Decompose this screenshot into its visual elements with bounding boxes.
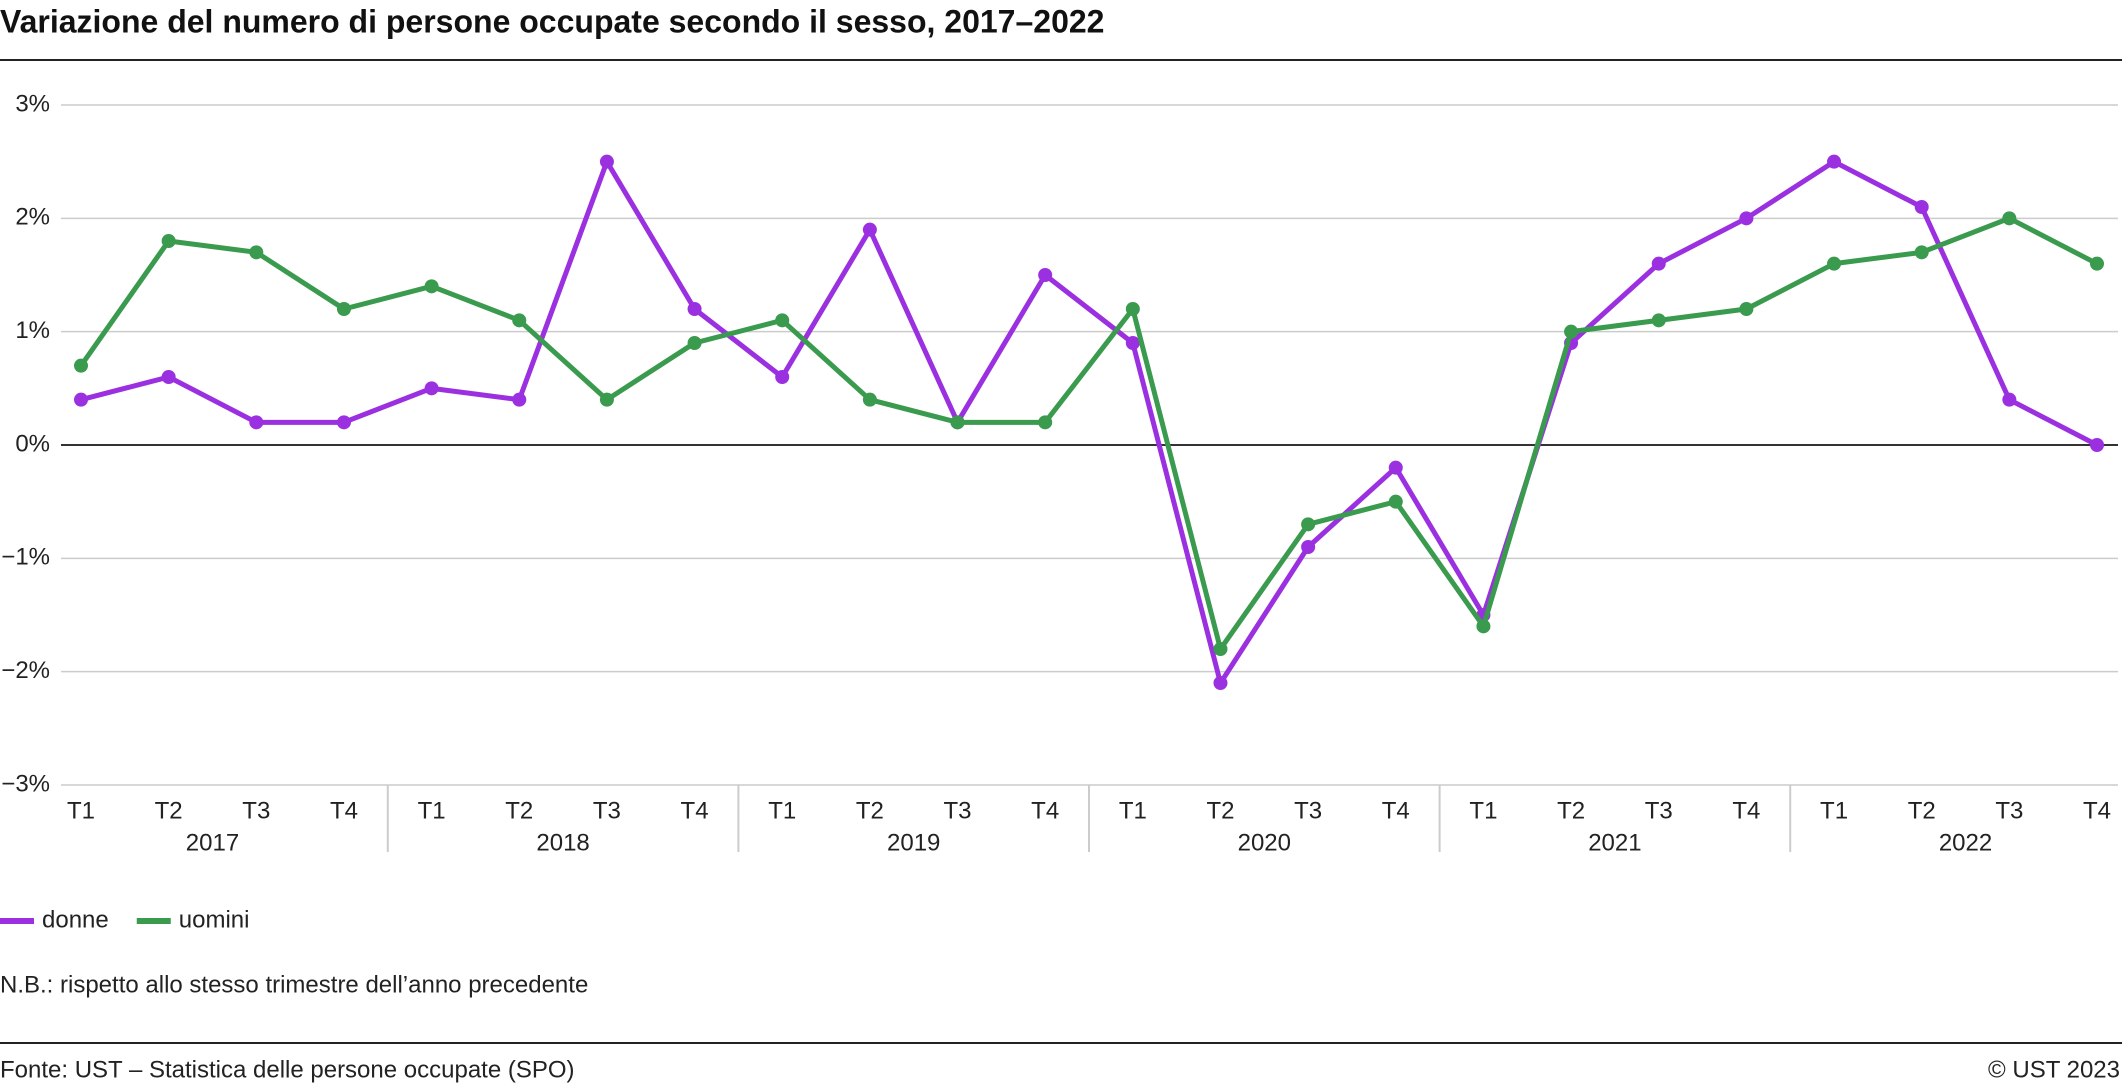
data-point bbox=[775, 370, 790, 384]
data-point bbox=[1739, 211, 1754, 226]
data-point bbox=[1827, 256, 1842, 271]
data-point bbox=[424, 279, 439, 294]
data-point bbox=[1914, 200, 1929, 214]
data-point bbox=[1476, 619, 1491, 634]
series-line bbox=[78, 215, 2099, 652]
x-tick-label: T1 bbox=[1469, 797, 1497, 824]
data-point bbox=[862, 222, 877, 237]
x-group-label: 2021 bbox=[1588, 829, 1641, 856]
data-point bbox=[161, 370, 176, 384]
x-tick-label: T3 bbox=[1995, 797, 2023, 824]
x-tick-label: T1 bbox=[1820, 797, 1848, 824]
data-point bbox=[775, 313, 790, 328]
x-tick-label: T3 bbox=[944, 797, 972, 824]
x-tick-label: T1 bbox=[67, 797, 95, 824]
data-point bbox=[2002, 392, 2017, 407]
data-point bbox=[512, 313, 527, 328]
x-tick-label: T2 bbox=[1557, 797, 1585, 824]
data-point bbox=[1125, 302, 1140, 316]
x-tick-label: T4 bbox=[330, 797, 358, 824]
data-point bbox=[249, 245, 264, 260]
y-tick-label: −3% bbox=[1, 770, 50, 797]
y-tick-label: 0% bbox=[15, 430, 50, 457]
data-point bbox=[249, 415, 264, 430]
data-point bbox=[336, 415, 351, 430]
y-tick-label: −2% bbox=[1, 657, 50, 684]
data-point bbox=[599, 154, 614, 169]
y-tick-label: 2% bbox=[15, 204, 50, 231]
x-tick-label: T3 bbox=[242, 797, 270, 824]
data-point bbox=[862, 392, 877, 407]
x-tick-label: T1 bbox=[418, 797, 446, 824]
x-tick-label: T2 bbox=[856, 797, 884, 824]
data-point bbox=[687, 336, 702, 350]
x-tick-label: T4 bbox=[1732, 797, 1760, 824]
x-tick-label: T2 bbox=[1206, 797, 1234, 824]
data-point bbox=[74, 358, 88, 373]
data-point bbox=[1301, 517, 1316, 532]
data-point bbox=[336, 302, 351, 316]
copyright: © UST 2023 bbox=[1988, 1056, 2120, 1083]
x-tick-label: T2 bbox=[505, 797, 533, 824]
y-tick-label: 1% bbox=[15, 317, 50, 344]
x-group-label: 2018 bbox=[536, 829, 589, 856]
data-point bbox=[74, 392, 88, 407]
x-tick-label: T4 bbox=[1031, 797, 1059, 824]
x-tick-label: T3 bbox=[593, 797, 621, 824]
x-tick-label: T3 bbox=[1645, 797, 1673, 824]
data-point bbox=[950, 415, 965, 430]
x-group-label: 2019 bbox=[887, 829, 940, 856]
data-point bbox=[1213, 676, 1228, 690]
data-point bbox=[1388, 494, 1403, 509]
y-tick-label: 3% bbox=[15, 90, 50, 117]
x-group-label: 2022 bbox=[1939, 829, 1992, 856]
chart-title: Variazione del numero di persone occupat… bbox=[0, 3, 1104, 39]
data-point bbox=[1301, 540, 1316, 554]
data-point bbox=[1213, 642, 1228, 656]
data-point bbox=[1651, 313, 1666, 328]
data-point bbox=[1827, 154, 1842, 169]
x-tick-label: T2 bbox=[1908, 797, 1936, 824]
data-point bbox=[1038, 268, 1053, 282]
data-point bbox=[687, 302, 702, 316]
data-point bbox=[599, 392, 614, 407]
legend-label: uomini bbox=[179, 906, 250, 933]
data-point bbox=[1038, 415, 1053, 430]
data-point bbox=[512, 392, 527, 407]
x-group-label: 2017 bbox=[186, 829, 239, 856]
data-point bbox=[1651, 256, 1666, 271]
x-tick-label: T1 bbox=[768, 797, 796, 824]
data-point bbox=[161, 234, 176, 248]
data-point bbox=[1125, 336, 1140, 350]
data-point bbox=[2090, 256, 2104, 271]
source: Fonte: UST – Statistica delle persone oc… bbox=[0, 1056, 575, 1083]
x-tick-label: T4 bbox=[1382, 797, 1410, 824]
note: N.B.: rispetto allo stesso trimestre del… bbox=[0, 971, 588, 998]
x-tick-label: T4 bbox=[2083, 797, 2111, 824]
x-group-label: 2020 bbox=[1238, 829, 1291, 856]
data-point bbox=[2002, 211, 2017, 226]
legend-label: donne bbox=[42, 906, 109, 933]
x-tick-label: T2 bbox=[155, 797, 183, 824]
data-point bbox=[2090, 438, 2104, 452]
x-tick-label: T1 bbox=[1119, 797, 1147, 824]
data-point bbox=[1914, 245, 1929, 260]
data-point bbox=[1564, 324, 1579, 339]
series-line bbox=[80, 159, 2099, 686]
y-tick-label: −1% bbox=[1, 544, 50, 571]
data-point bbox=[1388, 460, 1403, 475]
x-tick-label: T3 bbox=[1294, 797, 1322, 824]
data-point bbox=[1739, 302, 1754, 316]
data-point bbox=[424, 381, 439, 396]
x-tick-label: T4 bbox=[681, 797, 709, 824]
